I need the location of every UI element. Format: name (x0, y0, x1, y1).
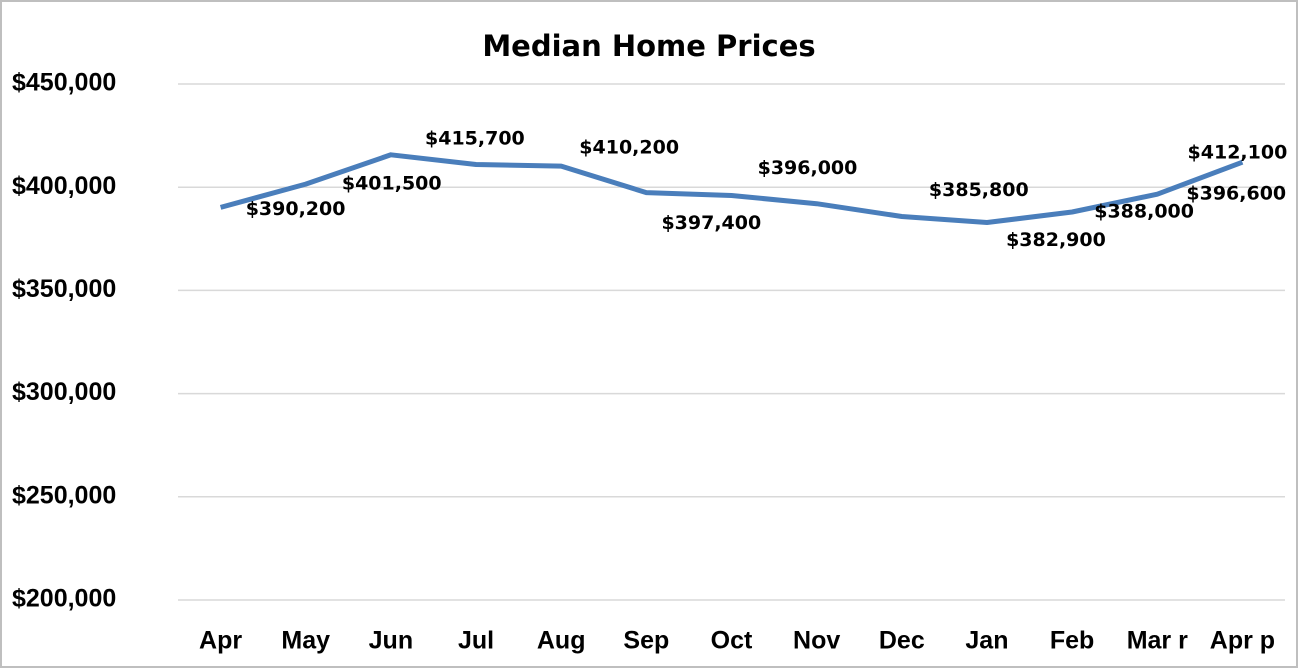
y-tick-label: $200,000 (12, 585, 116, 613)
data-label: $396,000 (758, 157, 858, 179)
data-label: $382,900 (1006, 229, 1106, 251)
x-tick-label: Feb (1050, 627, 1094, 655)
chart-title: Median Home Prices (482, 29, 815, 63)
x-tick-label: Apr p (1210, 627, 1275, 655)
x-tick-label: Apr (199, 627, 242, 655)
x-tick-label: May (281, 627, 330, 655)
data-label: $385,800 (929, 179, 1029, 201)
data-label: $396,600 (1186, 183, 1286, 205)
x-tick-label: Oct (711, 627, 753, 655)
x-tick-label: Sep (623, 627, 669, 655)
y-tick-label: $450,000 (12, 69, 116, 97)
y-tick-label: $300,000 (12, 378, 116, 406)
data-label: $412,100 (1188, 142, 1288, 164)
y-tick-label: $250,000 (12, 481, 116, 509)
data-label: $415,700 (425, 127, 525, 149)
x-tick-label: Mar r (1127, 627, 1188, 655)
data-label: $388,000 (1094, 200, 1194, 222)
data-label: $397,400 (661, 212, 761, 234)
y-tick-label: $350,000 (12, 275, 116, 303)
x-tick-label: Jul (458, 627, 494, 655)
x-tick-label: Jan (965, 627, 1008, 655)
y-tick-label: $400,000 (12, 172, 116, 200)
x-tick-label: Dec (879, 627, 925, 655)
x-tick-label: Jun (369, 627, 413, 655)
data-label: $390,200 (246, 198, 346, 220)
line (219, 152, 1244, 225)
data-label: $401,500 (342, 173, 442, 195)
x-tick-label: Nov (793, 627, 840, 655)
data-label: $410,200 (579, 137, 679, 159)
x-tick-label: Aug (537, 627, 586, 655)
